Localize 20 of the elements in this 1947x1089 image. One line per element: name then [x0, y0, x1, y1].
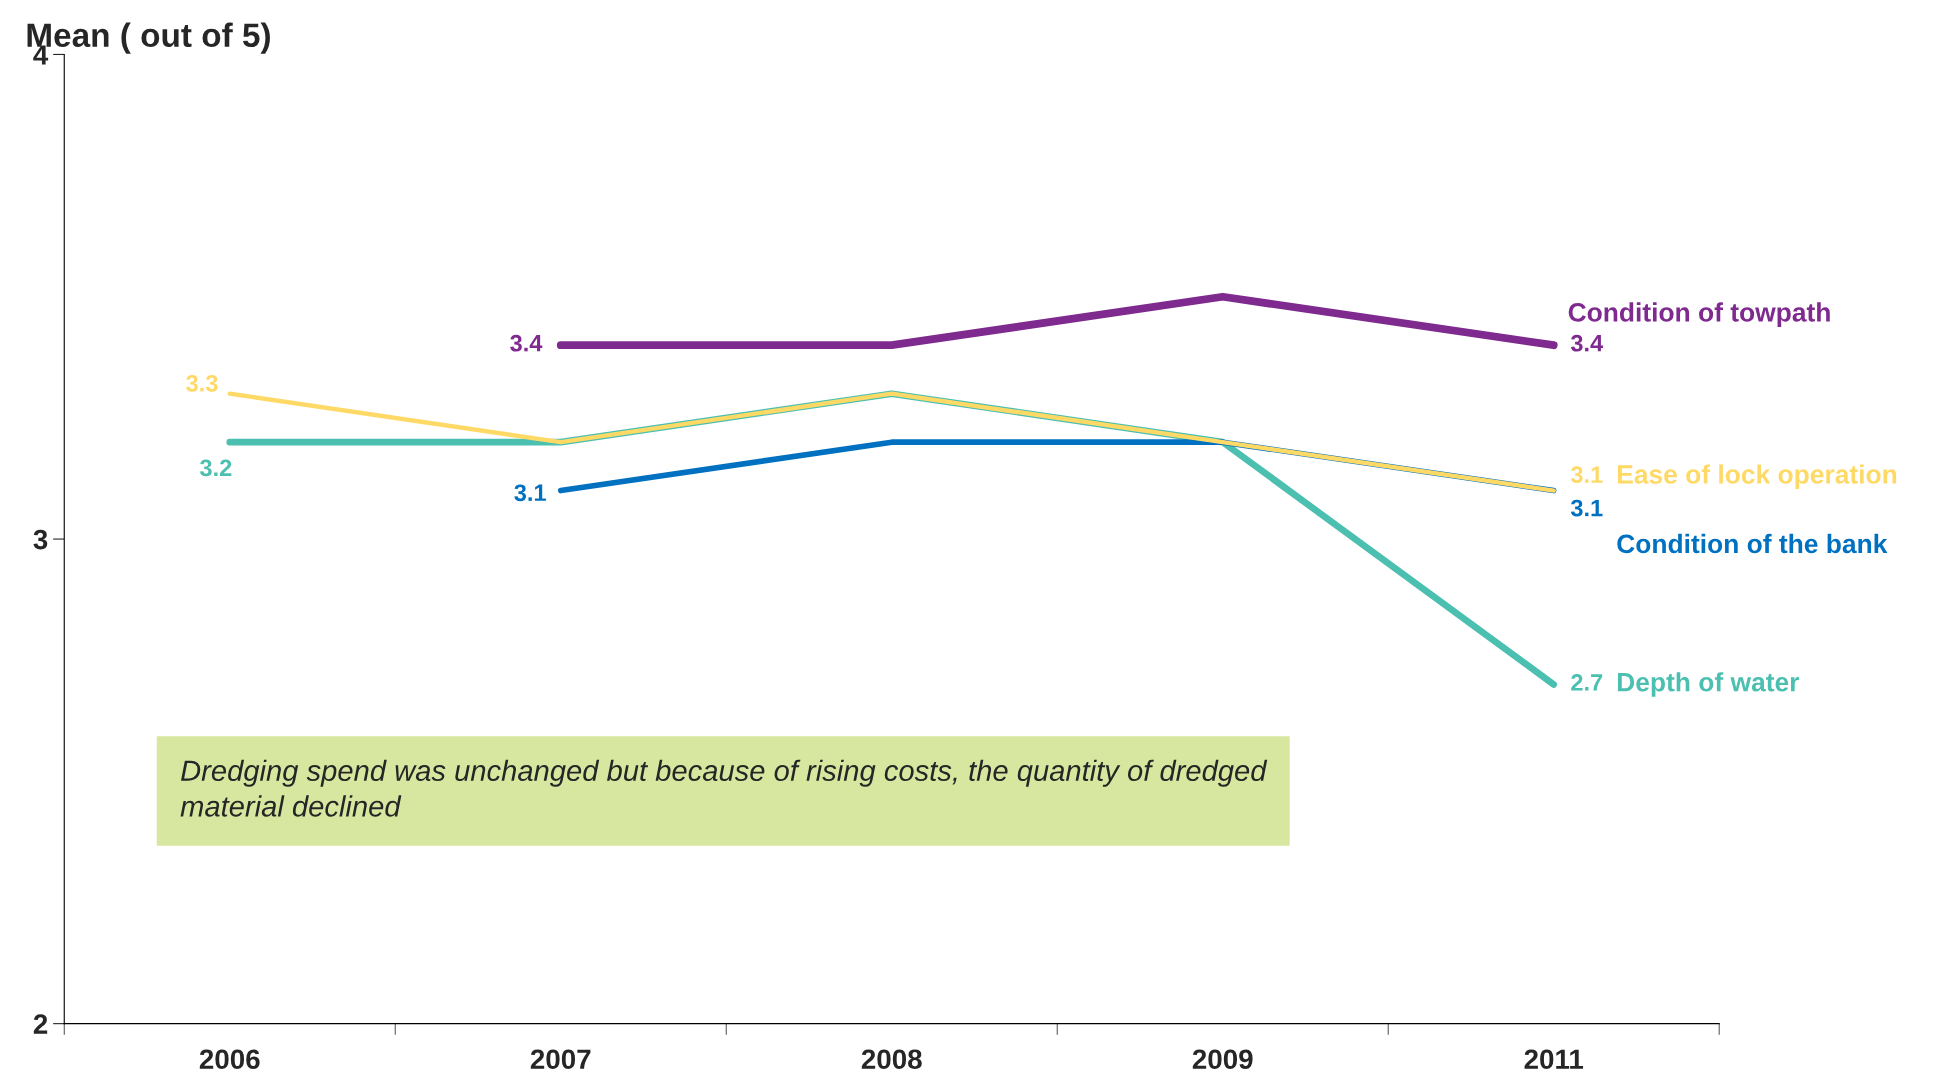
x-tick-label: 2007 — [530, 1049, 591, 1070]
data-label: 3.1 — [514, 484, 546, 502]
x-tick-label: 2008 — [861, 1049, 922, 1070]
text: Ease of lock operation — [1617, 464, 1897, 490]
y-tick-label: 2 — [33, 1014, 48, 1034]
data-label: 3.1 — [1570, 466, 1603, 484]
annotation: Dredging spend was unchanged but because of rising costs, the quantity of dredged material declined — [180, 759, 1268, 817]
series-label: Condition of towpath — [1568, 302, 1830, 327]
data-label: 2.7 — [1571, 674, 1603, 691]
data-label: 3.4 — [1570, 334, 1604, 352]
text: Condition of the bank — [1617, 533, 1888, 554]
data-label: 3.1 — [1570, 499, 1603, 517]
x-tick-label: 2009 — [1192, 1049, 1253, 1070]
data-label: 3.2 — [199, 459, 232, 477]
data-label: 3.3 — [186, 374, 218, 392]
data-label: 3.4 — [510, 334, 543, 352]
text: Depth of water — [1617, 672, 1800, 697]
y-tick-label: 3 — [33, 529, 48, 550]
x-tick-label: 2006 — [199, 1049, 260, 1070]
x-tick-label: 2011 — [1524, 1049, 1584, 1070]
